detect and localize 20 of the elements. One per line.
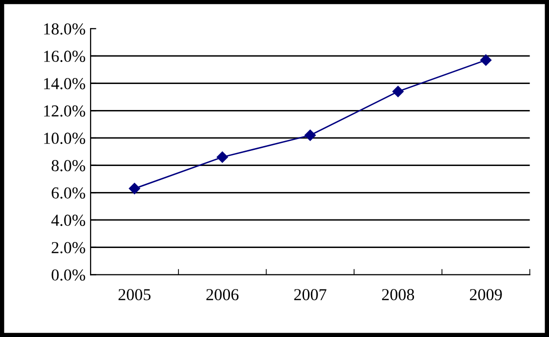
- y-tick-label: 4.0%: [51, 214, 86, 226]
- y-tick-label: 0.0%: [52, 269, 86, 281]
- x-tick-label: 2008: [382, 289, 414, 300]
- x-tick-label: 2005: [118, 289, 151, 300]
- y-tick-label: 18.0%: [44, 23, 86, 35]
- x-tick-label: 2007: [294, 289, 326, 300]
- point: [392, 86, 404, 98]
- point: [216, 152, 228, 163]
- y-tick-label: 6.0%: [52, 187, 86, 199]
- point: [480, 54, 492, 66]
- point: [304, 130, 316, 141]
- y-tick-label: 10.0%: [44, 132, 86, 144]
- x-tick-label: 2006: [206, 289, 239, 300]
- y-tick-label: 12.0%: [44, 105, 86, 117]
- y-tick-label: 2.0%: [52, 242, 86, 254]
- y-tick-label: 16.0%: [44, 50, 86, 62]
- point: [128, 182, 140, 194]
- y-tick-label: 8.0%: [52, 160, 86, 172]
- y-tick-label: 14.0%: [44, 78, 86, 90]
- x-tick-label: 2009: [470, 289, 502, 300]
